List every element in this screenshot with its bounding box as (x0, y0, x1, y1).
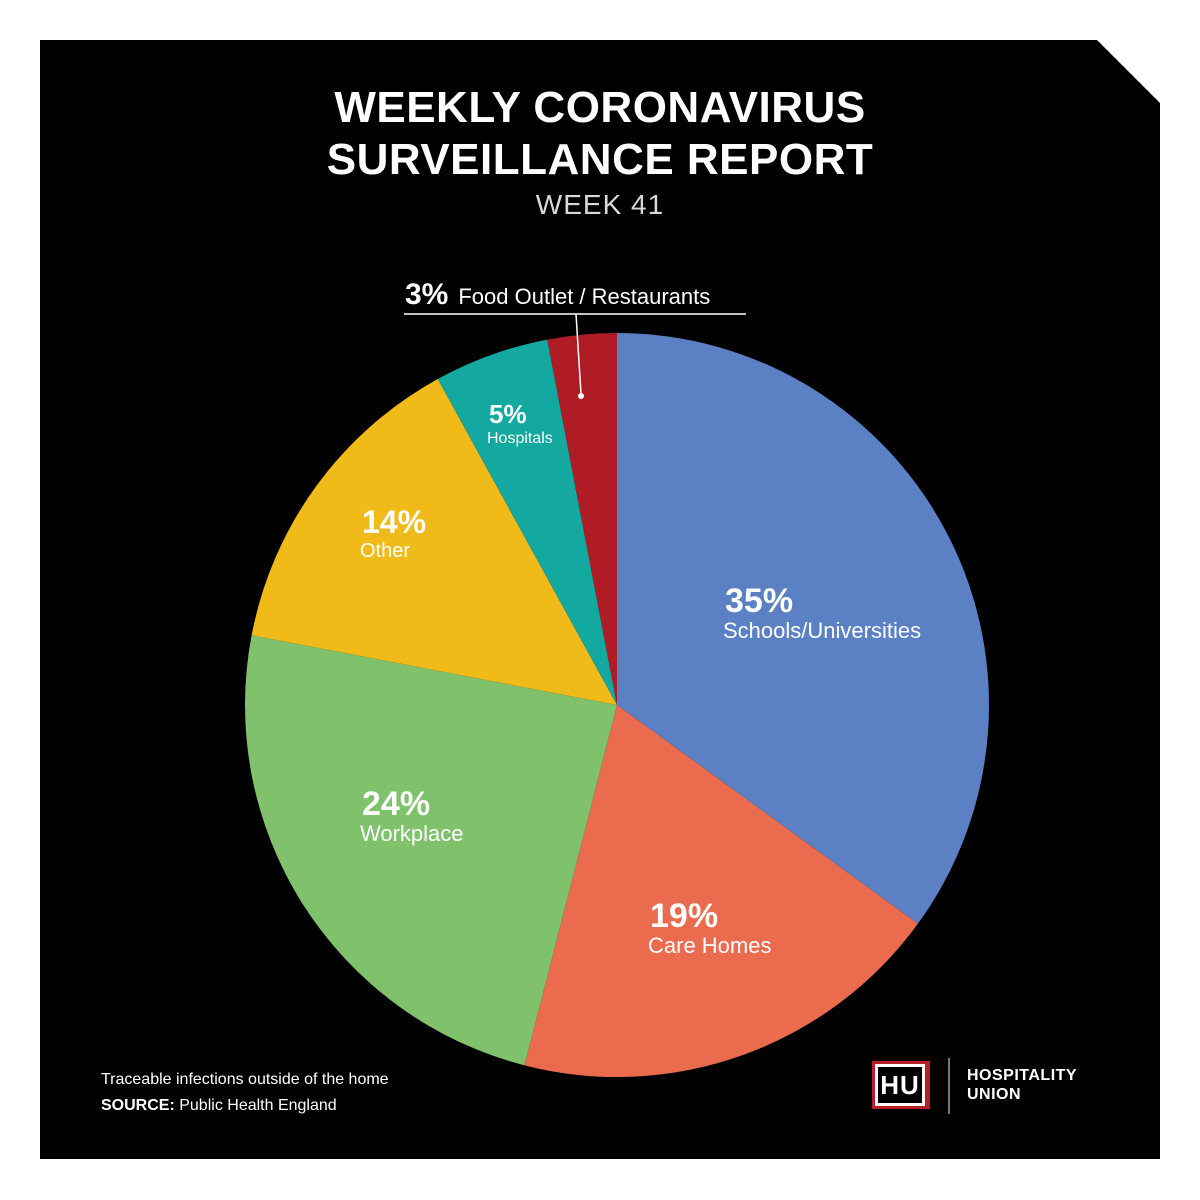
footnote-note: Traceable infections outside of the home (101, 1071, 389, 1088)
pie-slice-schools-universities (617, 333, 990, 924)
footnote-source: SOURCE: Public Health England (101, 1096, 337, 1116)
slice-category-label: Care Homes (648, 933, 771, 958)
logo-name-line-2: UNION (967, 1086, 1022, 1103)
hu-logo-mark: HU (875, 1064, 925, 1106)
slice-percent-label: 24% (362, 785, 430, 823)
pie-slice-other (251, 379, 617, 705)
callout-percent: 3% (405, 278, 448, 311)
slice-percent-label: 35% (725, 582, 793, 620)
callout-category: Food Outlet / Restaurants (458, 284, 710, 309)
logo-name-line-1: HOSPITALITY (967, 1067, 1078, 1084)
title-line-2: SURVEILLANCE REPORT (326, 135, 874, 184)
pie-slice-hospitals (437, 339, 617, 705)
subtitle: WEEK 41 (535, 189, 665, 220)
callout-label: 3% Food Outlet / Restaurants (405, 278, 710, 311)
pie-slice-food-outlet-restaurants (547, 333, 617, 705)
slice-category-label: Other (360, 540, 410, 562)
logo-name: HOSPITALITY UNION (967, 1066, 1077, 1104)
hu-logo-icon: HU (872, 1061, 930, 1109)
callout-line (404, 313, 746, 395)
slice-percent-label: 5% (489, 399, 527, 429)
title-line-1: WEEKLY CORONAVIRUS (334, 83, 866, 132)
slice-category-label: Schools/Universities (723, 618, 921, 643)
source-value: Public Health England (179, 1097, 337, 1114)
source-label: SOURCE: (101, 1097, 175, 1114)
pie-slice-workplace (244, 635, 617, 1066)
slice-category-label: Hospitals (487, 430, 553, 447)
slice-percent-label: 14% (362, 504, 426, 540)
logo-divider (948, 1058, 950, 1114)
slice-category-label: Workplace (360, 821, 464, 846)
callout-dot (578, 393, 584, 399)
pie-slice-care-homes (524, 705, 918, 1078)
slice-percent-label: 19% (650, 897, 718, 935)
